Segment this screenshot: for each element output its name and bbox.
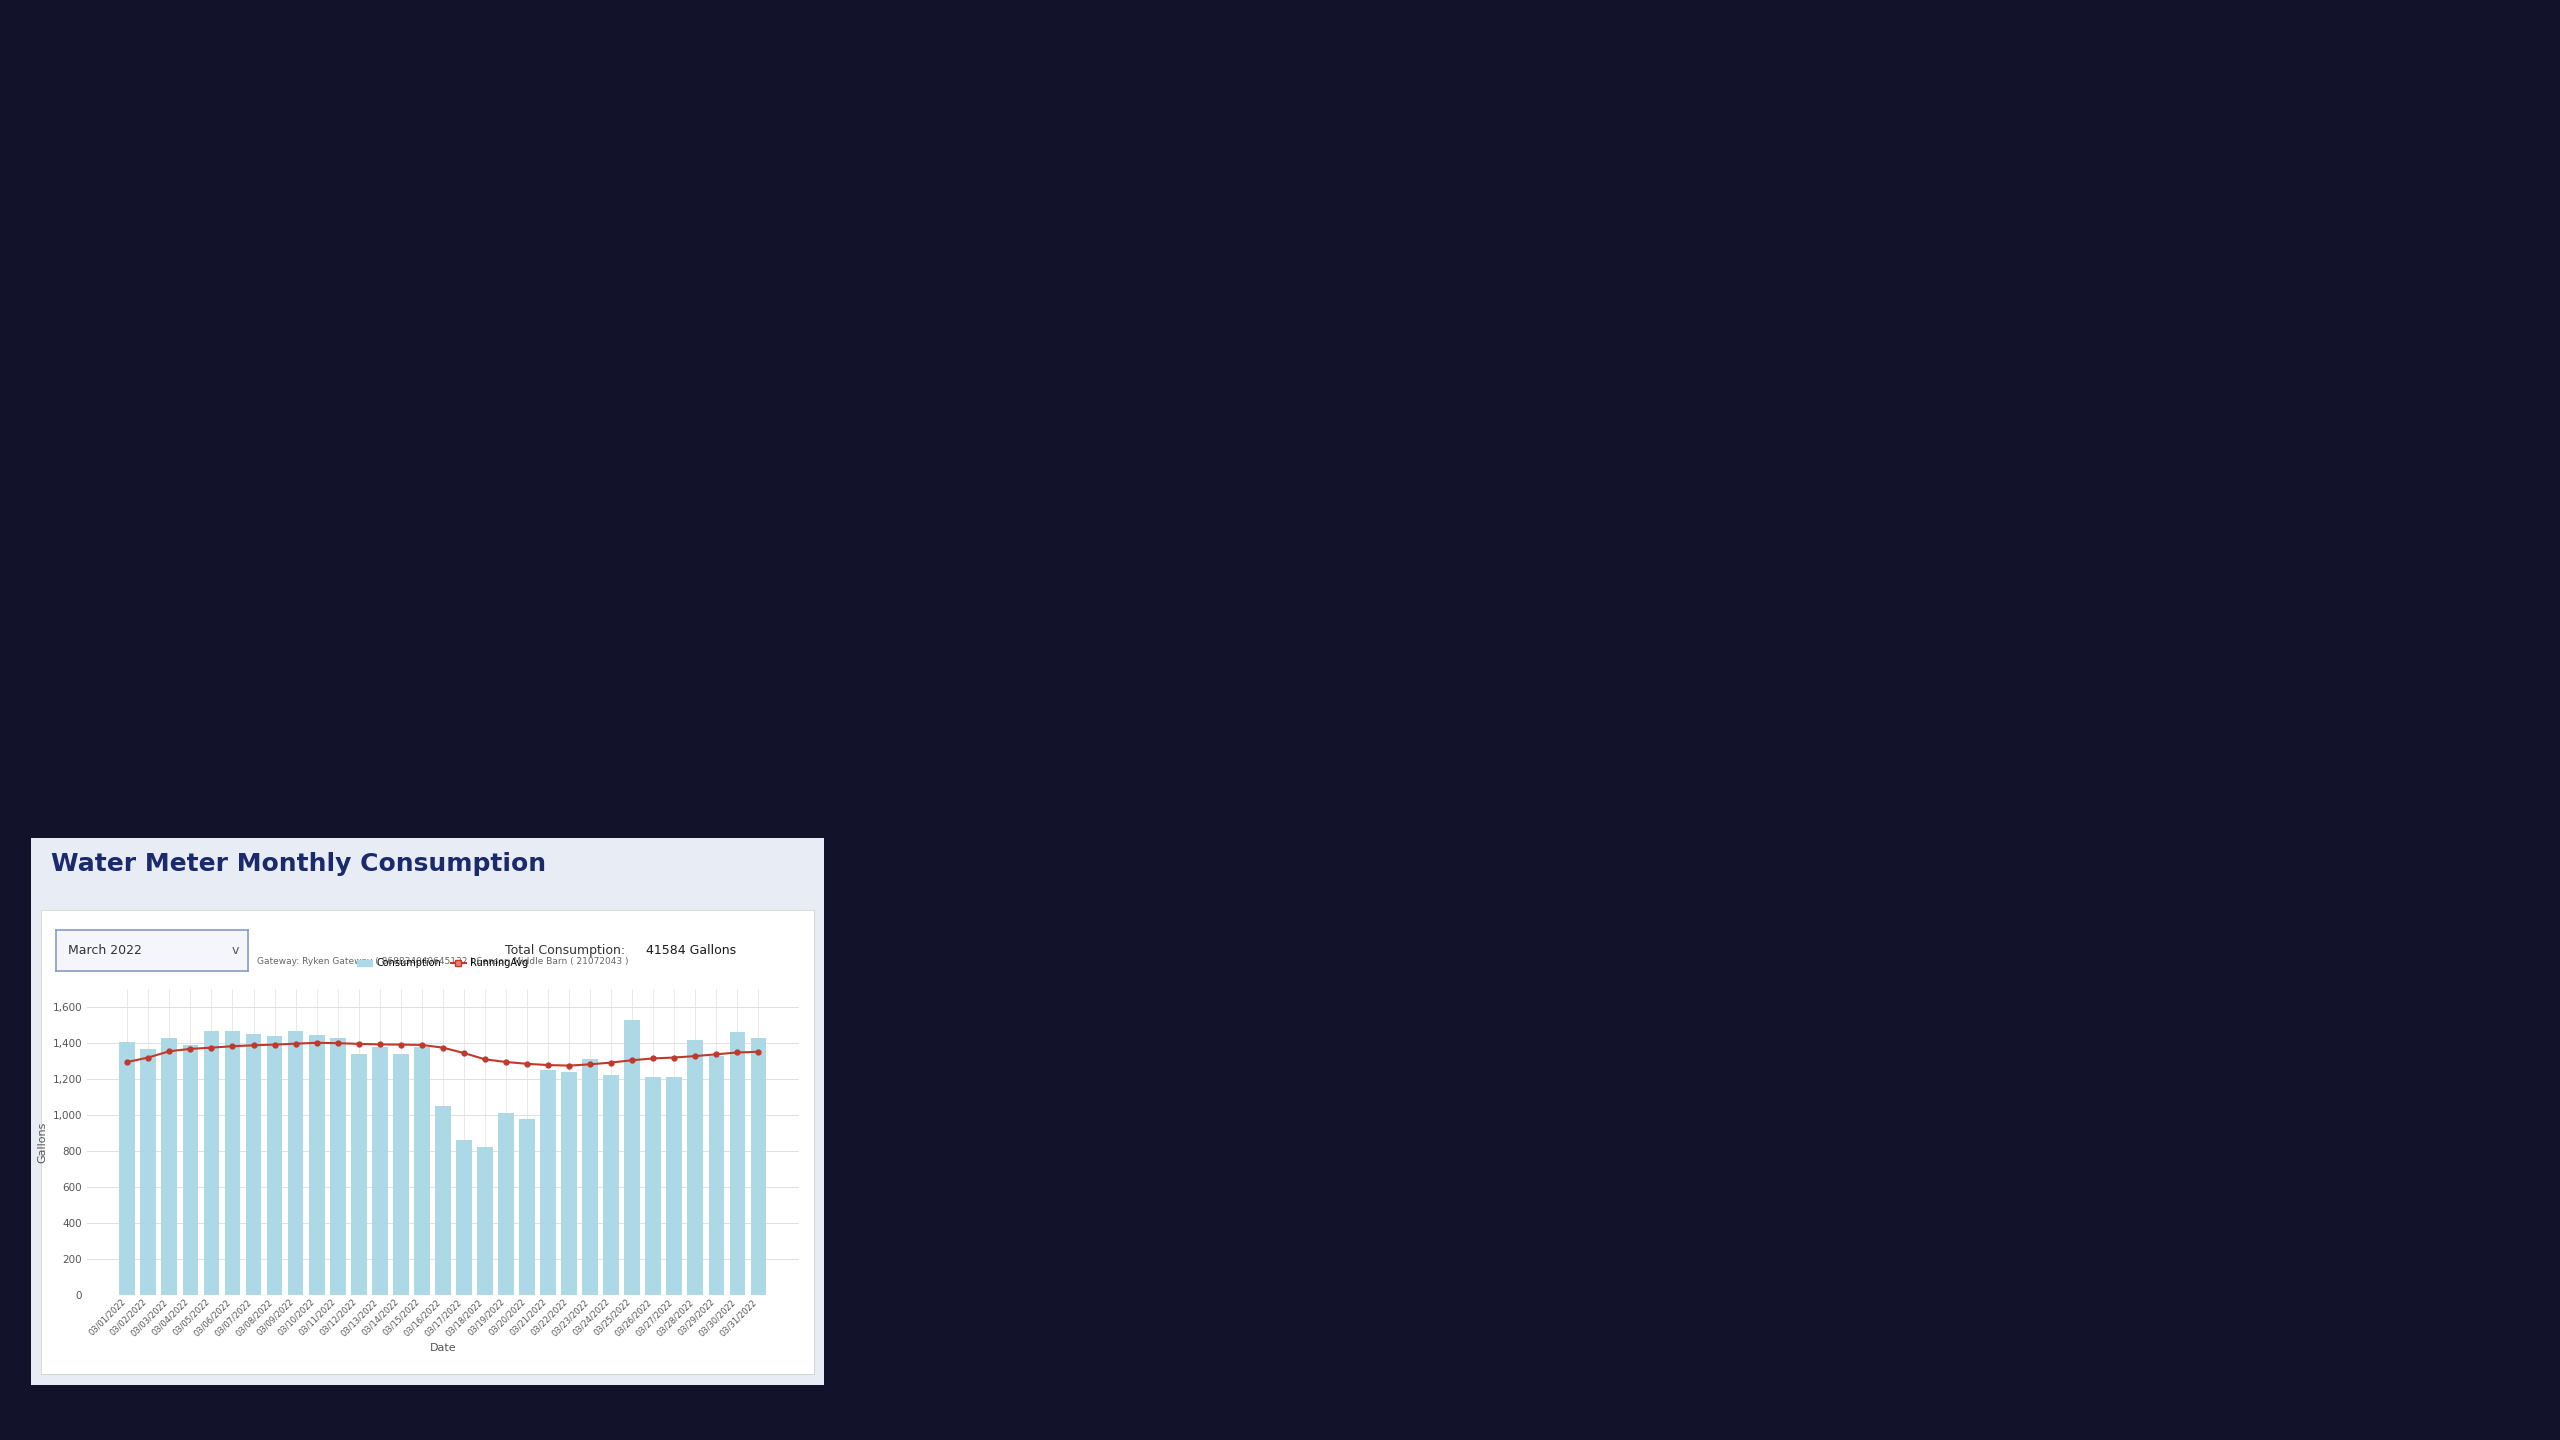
Bar — [456, 1140, 471, 1295]
Bar — [205, 1031, 220, 1295]
Bar — [666, 1077, 681, 1295]
Text: Water Meter Monthly Consumption: Water Meter Monthly Consumption — [51, 852, 545, 877]
Bar — [330, 1038, 346, 1295]
Bar — [561, 1071, 576, 1295]
Bar — [392, 1054, 410, 1295]
Text: March 2022: March 2022 — [67, 943, 141, 958]
Bar — [499, 1113, 515, 1295]
Bar — [182, 1045, 197, 1295]
Bar — [351, 1054, 366, 1295]
Bar — [645, 1077, 660, 1295]
Bar — [141, 1048, 156, 1295]
Title: Gateway: Ryken Gateway ( 868834040645132 ) Sensor: Middle Barn ( 21072043 ): Gateway: Ryken Gateway ( 868834040645132… — [256, 958, 630, 966]
Bar — [371, 1047, 387, 1295]
Bar — [287, 1031, 305, 1295]
Bar — [689, 1040, 704, 1295]
X-axis label: Date: Date — [430, 1344, 456, 1354]
Bar — [540, 1070, 556, 1295]
Bar — [750, 1038, 765, 1295]
Text: 41584 Gallons: 41584 Gallons — [645, 943, 735, 958]
Bar — [266, 1035, 282, 1295]
Y-axis label: Gallons: Gallons — [36, 1122, 46, 1162]
Bar — [581, 1060, 599, 1295]
Bar — [225, 1031, 241, 1295]
Bar — [415, 1047, 430, 1295]
Text: v: v — [230, 943, 238, 958]
Bar — [435, 1106, 451, 1295]
Bar — [120, 1043, 136, 1295]
Bar — [520, 1119, 535, 1295]
Bar — [246, 1034, 261, 1295]
Bar — [730, 1032, 745, 1295]
Bar — [604, 1076, 620, 1295]
Bar — [310, 1035, 325, 1295]
Legend: Consumption, RunningAvg: Consumption, RunningAvg — [353, 955, 532, 972]
Bar — [476, 1148, 494, 1295]
Bar — [161, 1038, 177, 1295]
Text: Total Consumption:: Total Consumption: — [504, 943, 625, 958]
Bar — [625, 1020, 640, 1295]
Bar — [709, 1056, 724, 1295]
